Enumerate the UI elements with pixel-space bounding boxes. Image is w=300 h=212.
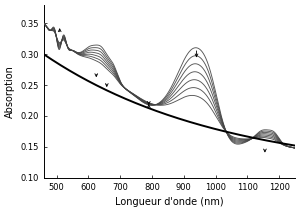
Y-axis label: Absorption: Absorption [5,65,15,118]
X-axis label: Longueur d'onde (nm): Longueur d'onde (nm) [115,197,224,207]
